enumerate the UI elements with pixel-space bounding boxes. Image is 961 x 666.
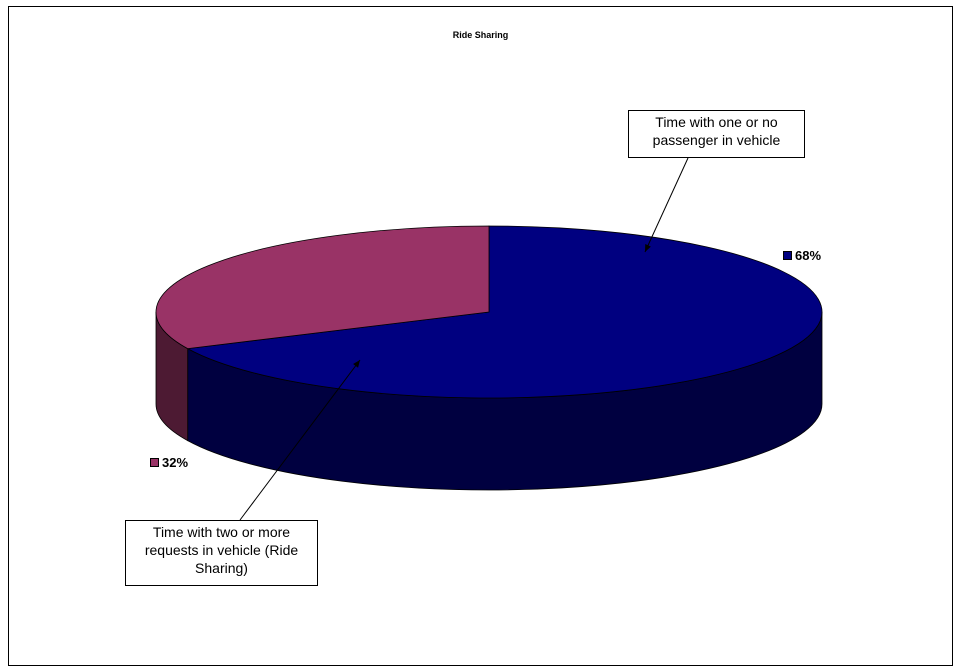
- pie-sides: [155, 311, 823, 491]
- leader-slice-b-arrowhead: [353, 360, 360, 368]
- data-label-slice-a: 68%: [783, 248, 821, 263]
- callout-slice-a-line1: Time with one or no: [655, 114, 778, 130]
- callout-slice-b-line2: requests in vehicle (Ride: [144, 542, 299, 558]
- callout-slice-a-line2: passenger in vehicle: [652, 132, 781, 148]
- callout-leaders: [239, 157, 689, 521]
- leader-slice-a: [644, 157, 689, 253]
- callout-slice-a: Time with one or no passenger in vehicle: [628, 110, 805, 158]
- pie-tops: [155, 225, 823, 399]
- pie-slice-0: [186, 225, 823, 399]
- data-label-slice-b: 32%: [150, 455, 188, 470]
- callout-slice-b-line1: Time with two or more: [152, 524, 291, 540]
- callout-slice-b: Time with two or more requests in vehicl…: [125, 520, 318, 586]
- data-label-text: 32%: [162, 455, 189, 470]
- data-label-swatch: [783, 251, 792, 260]
- chart-title: Ride Sharing: [452, 30, 509, 40]
- leader-slice-a-arrowhead: [645, 244, 651, 252]
- leader-slice-b: [239, 359, 361, 521]
- callout-slice-b-line3: Sharing): [195, 560, 248, 576]
- data-label-text: 68%: [795, 248, 822, 263]
- pie-slice-1: [155, 225, 490, 350]
- data-label-swatch: [150, 458, 159, 467]
